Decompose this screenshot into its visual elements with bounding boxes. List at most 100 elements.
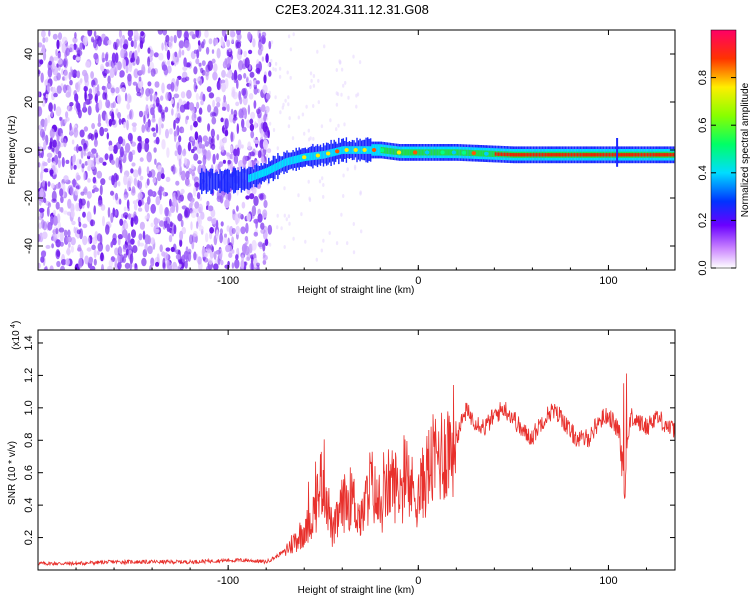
heatmap-noise-cell [204,252,209,258]
heatmap-noise-cell [171,228,175,237]
heatmap-noise-cell [39,188,44,198]
heatmap-noise-cell [115,38,120,48]
heatmap-noise-cell [123,121,126,129]
heatmap-ridge-cell [315,153,321,158]
heatmap-noise-cell [195,30,200,38]
snr-multiplier-close: ) [11,321,22,324]
heatmap-noise-cell [122,244,128,250]
heatmap-noise-cell [197,160,202,165]
heatmap-noise-cell [312,136,315,141]
heatmap-noise-cell [106,132,110,140]
heatmap-ridge-cell [335,149,340,154]
heatmap-noise-cell [115,87,120,94]
heatmap-noise-cell [57,32,63,40]
heatmap-noise-cell [38,162,41,168]
heatmap-ridge-cell [541,153,544,157]
heatmap-ridge-cell [633,153,635,157]
heatmap-noise-cell [93,258,97,266]
heatmap-noise-cell [211,116,217,125]
heatmap-ridge-cell [616,138,619,167]
heatmap-noise-cell [212,217,217,227]
heatmap-noise-cell [223,94,227,103]
heatmap-noise-cell [164,106,169,113]
heatmap-noise-cell [335,127,338,132]
heatmap-ridge-cell [432,149,434,156]
heatmap-noise-cell [84,255,89,265]
heatmap-noise-cell [181,49,185,56]
heatmap-noise-cell [322,194,325,199]
heatmap-ridge-cell [344,148,349,152]
heatmap-noise-cell [245,78,249,83]
heatmap-noise-cell [144,121,150,131]
heatmap-ridge-cell [625,153,627,157]
heatmap-noise-cell [137,79,144,89]
heatmap-noise-cell [210,128,215,138]
heatmap-ridge-cell [639,153,641,157]
heatmap-ridge-cell [555,153,557,157]
heatmap-noise-cell [133,202,138,211]
heatmap-noise-cell [268,70,272,77]
heatmap-noise-cell [211,49,215,54]
heatmap-noise-cell [147,56,151,67]
heatmap-noise-cell [119,70,125,78]
heatmap-noise-cell [83,150,87,157]
heatmap-y-tick-label: 0 [23,147,35,153]
heatmap-noise-cell [195,58,200,65]
heatmap-noise-cell [105,69,110,74]
heatmap-noise-cell [97,242,104,252]
heatmap-noise-cell [122,43,128,50]
heatmap-noise-cell [222,159,226,164]
heatmap-noise-cell [178,98,183,106]
heatmap-noise-cell [329,118,332,123]
heatmap-noise-cell [198,203,204,214]
heatmap-ridge-cell [287,157,290,166]
heatmap-noise-cell [202,39,206,45]
heatmap-x-tick-label: 100 [599,275,617,287]
heatmap-noise-cell [153,228,160,233]
heatmap-noise-cell [73,127,79,138]
heatmap-noise-cell [261,104,266,113]
heatmap-ridge-cell [289,157,291,165]
heatmap-ridge-cell [309,152,311,161]
heatmap-noise-cell [233,154,239,165]
heatmap-ridge-cell [412,150,418,155]
heatmap-ridge-cell [531,153,533,157]
heatmap-noise-cell [193,230,198,237]
heatmap-noise-cell [139,242,145,247]
heatmap-noise-cell [344,80,347,85]
heatmap-ridge-cell [503,152,506,157]
heatmap-noise-cell [87,30,93,37]
heatmap-noise-cell [179,238,183,247]
heatmap-noise-cell [76,70,81,79]
heatmap-noise-cell [60,196,64,204]
heatmap-ridge-cell [602,153,605,157]
heatmap-ridge-cell [613,153,615,157]
heatmap-noise-cell [123,150,128,157]
heatmap-noise-cell [178,40,185,49]
heatmap-noise-cell [167,59,171,66]
heatmap-ridge-cell [295,155,297,164]
heatmap-noise-cell [176,77,179,87]
heatmap-noise-cell [190,210,197,219]
heatmap-ridge-cell [319,151,322,160]
heatmap-ylabel: Frequency (Hz) [7,116,18,185]
heatmap-noise-cell [167,210,171,217]
heatmap-noise-cell [56,260,61,268]
heatmap-noise-cell [59,142,65,148]
heatmap-noise-cell [352,250,356,255]
heatmap-noise-cell [243,50,247,58]
heatmap-panel: -100 0 100 -40 -20 0 20 40 Height of straight l… [7,29,676,296]
heatmap-noise-cell [287,124,291,129]
heatmap-noise-cell [198,62,202,67]
heatmap-ridge-cell [640,153,643,157]
heatmap-noise-cell [41,30,46,38]
heatmap-noise-cell [231,236,235,247]
heatmap-noise-cell [97,113,101,125]
heatmap-noise-cell [224,264,230,269]
heatmap-ridge-cell [564,153,567,157]
heatmap-noise-cell [120,48,125,59]
heatmap-ridge-cell [560,153,562,157]
heatmap-ridge-cell [593,153,595,157]
heatmap-noise-cell [191,112,197,122]
heatmap-noise-cell [171,108,174,116]
